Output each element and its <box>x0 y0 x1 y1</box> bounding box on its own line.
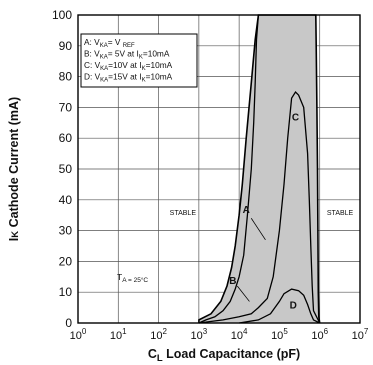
x-tick-label: 106 <box>311 327 328 342</box>
curve-label-d: D <box>290 301 297 312</box>
annotations: A B C D STABLE STABLE TA = 25°C <box>117 113 354 312</box>
x-axis-title: CL Load Capacitance (pF) <box>148 347 300 364</box>
stable-region-label: STABLE <box>327 210 354 217</box>
y-tick-label: 10 <box>59 285 73 299</box>
y-axis-ticks: 0 10 20 30 40 50 60 70 80 90 100 <box>52 8 72 330</box>
legend-entry-2: B: VKA= 5V at IK=10mA <box>84 49 170 61</box>
plot-border <box>77 14 361 324</box>
y-tick-label: 20 <box>59 254 73 268</box>
x-tick-label: 104 <box>231 327 248 342</box>
leader-line <box>236 285 250 302</box>
axis-titles: CL Load Capacitance (pF) IK Cathode Curre… <box>7 97 300 364</box>
x-axis-ticks: 100 101 102 103 104 105 106 107 <box>70 327 369 342</box>
x-tick-label: 105 <box>271 327 288 342</box>
legend-entry-1: A: VKA= V REF <box>84 37 135 49</box>
x-tick-label: 107 <box>352 327 369 342</box>
legend-box <box>80 33 198 88</box>
temperature-note: TA = 25°C <box>117 272 148 284</box>
curve-a <box>198 14 321 324</box>
y-axis-title: IK Cathode Current (mA) <box>7 97 21 241</box>
legend-entry-4: D: VKA=15V at IK=10mA <box>84 72 173 84</box>
leader-line <box>250 218 266 241</box>
curve-d <box>238 288 320 324</box>
y-tick-label: 80 <box>59 70 73 84</box>
plot-frame <box>77 14 361 324</box>
curve-label-a: A <box>243 205 250 216</box>
y-tick-label: 90 <box>59 39 73 53</box>
y-tick-label: 100 <box>52 8 72 22</box>
y-tick-label: 70 <box>59 100 73 114</box>
x-tick-label: 102 <box>150 327 167 342</box>
y-tick-label: 30 <box>59 224 73 238</box>
x-tick-label: 100 <box>70 327 87 342</box>
stable-region-fill <box>198 15 320 323</box>
y-tick-label: 0 <box>65 316 72 330</box>
curve-label-c: C <box>292 113 299 124</box>
curve-group <box>198 14 321 324</box>
x-tick-label: 101 <box>110 327 127 342</box>
curve-b <box>198 14 260 324</box>
curve-c <box>198 90 321 324</box>
y-tick-label: 60 <box>59 131 73 145</box>
unstable-region-area <box>198 15 320 323</box>
y-tick-label: 50 <box>59 162 73 176</box>
y-tick-label: 40 <box>59 193 73 207</box>
legend-entry-3: C: VKA=10V at IK=10mA <box>84 60 173 72</box>
stable-region-label: STABLE <box>170 210 197 217</box>
x-tick-label: 103 <box>191 327 208 342</box>
curve-label-b: B <box>229 276 236 287</box>
